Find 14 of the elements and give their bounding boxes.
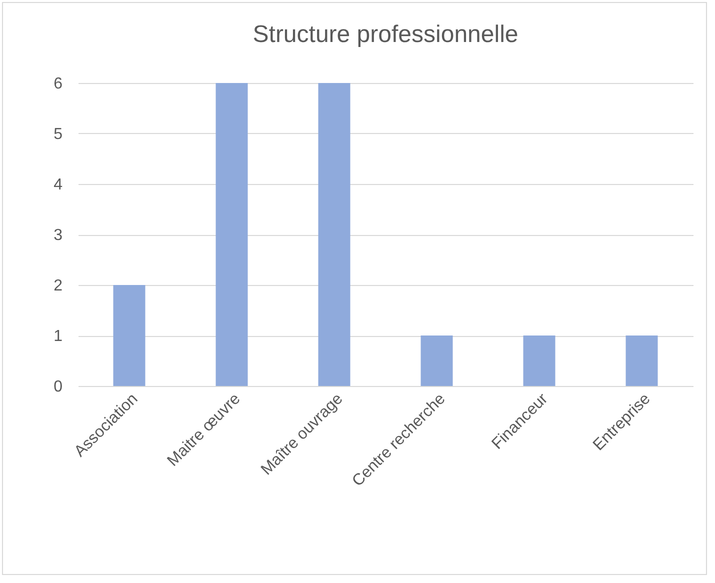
bar — [420, 336, 453, 386]
y-tick-label: 2 — [54, 278, 63, 294]
bar — [626, 336, 658, 386]
y-tick-label: 3 — [54, 227, 63, 244]
chart-title: Structure professionnelle — [252, 21, 518, 48]
bar — [216, 83, 248, 386]
y-tick-label: 0 — [54, 378, 63, 396]
y-tick-label: 6 — [54, 76, 63, 92]
y-tick-label: 1 — [54, 328, 63, 345]
bar — [318, 83, 350, 386]
bar — [523, 336, 556, 386]
y-tick-label: 5 — [54, 126, 63, 143]
bar — [113, 285, 146, 386]
y-tick-label: 4 — [54, 176, 63, 194]
